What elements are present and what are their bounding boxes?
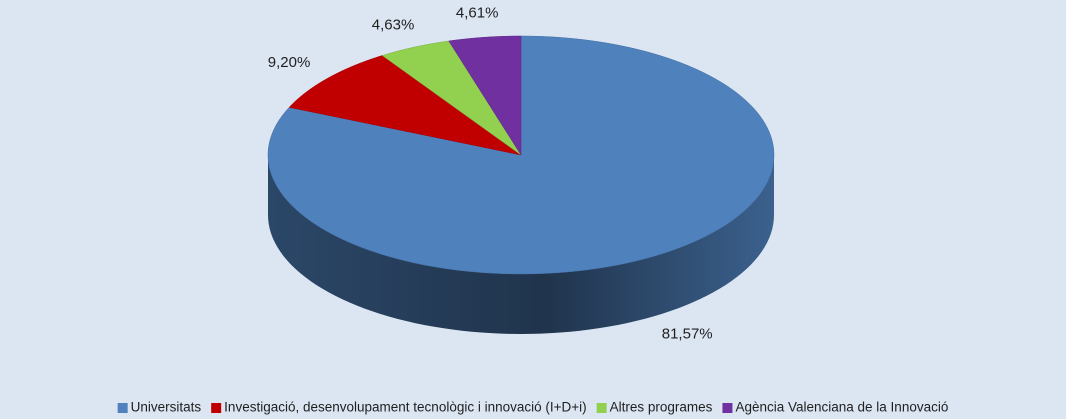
legend-label: Investigació, desenvolupament tecnològic…	[224, 400, 586, 415]
pie-side	[268, 155, 774, 334]
pie-slice	[448, 35, 522, 156]
data-label: 4,61%	[456, 5, 499, 22]
legend-label: Altres programes	[610, 400, 713, 415]
pie-slice	[288, 55, 522, 156]
legend-swatch	[117, 403, 128, 413]
legend: Universitats Investigació, desenvolupamen…	[117, 400, 948, 415]
data-label: 4,63%	[372, 16, 415, 33]
legend-label: Universitats	[131, 400, 202, 415]
legend-swatch	[596, 403, 607, 413]
data-label: 81,57%	[662, 325, 713, 342]
legend-swatch	[211, 403, 222, 413]
pie-slice	[381, 40, 522, 156]
data-label: 9,20%	[268, 54, 311, 71]
legend-label: Agència Valenciana de la Innovació	[735, 400, 948, 415]
pie-slice	[267, 35, 775, 275]
legend-swatch	[722, 403, 733, 413]
